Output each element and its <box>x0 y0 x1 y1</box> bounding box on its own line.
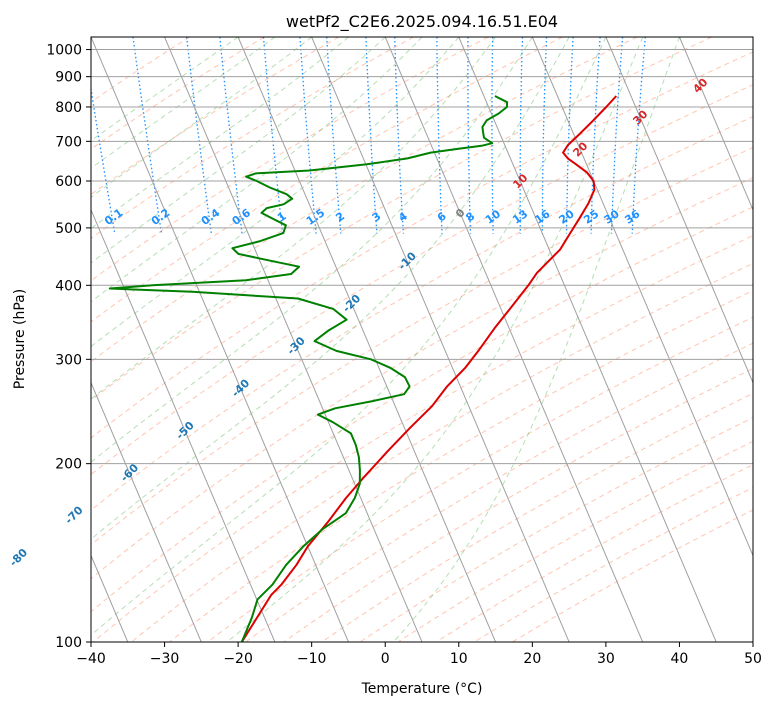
mixing-ratio-line <box>394 37 405 234</box>
y-tick-label: 300 <box>55 352 82 368</box>
moist-adiabat <box>91 37 386 264</box>
y-axis-label: Pressure (hPa) <box>12 289 28 389</box>
isotherm-line <box>605 37 753 384</box>
dry-adiabat <box>474 486 753 642</box>
dry-adiabat <box>91 146 753 546</box>
x-tick-label: −10 <box>297 651 327 667</box>
x-tick-label: −20 <box>223 651 253 667</box>
mixing-ratio-line <box>299 37 317 234</box>
x-tick-label: 10 <box>450 651 468 667</box>
x-axis-label: Temperature (°C) <box>361 681 483 697</box>
moist-adiabat <box>91 37 607 636</box>
y-tick-label: 700 <box>55 134 82 150</box>
moist-adiabat <box>91 37 460 348</box>
dry-adiabat <box>91 37 638 363</box>
x-tick-label: −30 <box>150 651 180 667</box>
y-tick-label: 100 <box>55 635 82 651</box>
dry-adiabat <box>91 37 414 239</box>
isotherm-line <box>91 381 202 642</box>
mixing-ratio-line <box>132 37 163 234</box>
mixing-ratio-line <box>541 37 548 234</box>
y-tick-label: 200 <box>55 457 82 473</box>
mixing-ratio-line <box>519 37 524 234</box>
isotherm-line <box>91 37 349 642</box>
mixing-ratio-line <box>262 37 284 234</box>
moist-adiabat <box>91 37 239 142</box>
isotherm-line <box>237 37 497 642</box>
moist-adiabat <box>91 37 533 463</box>
moist-adiabat <box>226 37 644 642</box>
isotherm-line <box>311 37 570 642</box>
moist-adiabat <box>91 37 496 400</box>
dry-adiabat <box>359 417 753 642</box>
dry-adiabat <box>91 37 340 196</box>
mixing-ratio-line <box>365 37 378 234</box>
x-tick-label: 30 <box>597 651 615 667</box>
mixing-ratio-line <box>590 37 601 234</box>
isotherm-line <box>91 208 276 642</box>
dry-adiabat <box>207 316 753 642</box>
mixing-ratio-line <box>491 37 494 234</box>
y-tick-label: 800 <box>55 100 82 116</box>
mixing-ratio-line <box>219 37 243 234</box>
dry-adiabat <box>321 392 753 642</box>
plot-frame <box>90 36 754 643</box>
mixing-ratio-line <box>185 37 212 234</box>
x-tick-label: 50 <box>744 651 762 667</box>
isotherm-line <box>458 37 717 642</box>
moist-adiabat <box>393 37 680 642</box>
dry-adiabat <box>91 37 713 401</box>
y-tick-label: 1000 <box>46 43 82 59</box>
x-tick-label: −40 <box>76 651 106 667</box>
x-tick-label: 40 <box>671 651 689 667</box>
moist-adiabat <box>91 37 349 230</box>
moist-adiabat <box>91 37 423 303</box>
x-tick-label: 20 <box>523 651 541 667</box>
dewpoint-profile <box>108 95 509 642</box>
moist-adiabat <box>91 37 312 198</box>
dry-adiabat <box>91 206 753 613</box>
mixing-ratio-line <box>631 37 646 234</box>
isotherm-line <box>678 37 753 212</box>
y-tick-label: 500 <box>55 221 82 237</box>
chart-title: wetPf2_C2E6.2025.094.16.51.E04 <box>286 12 558 32</box>
dry-adiabat <box>92 234 753 642</box>
mixing-ratio-line <box>467 37 472 234</box>
x-tick-label: 0 <box>381 651 390 667</box>
mixing-ratio-line <box>436 37 443 234</box>
moist-adiabat <box>91 37 570 540</box>
mixing-ratio-line <box>565 37 574 234</box>
isotherm-line <box>384 37 644 642</box>
mixing-ratio-line <box>326 37 342 234</box>
dry-adiabat <box>91 51 753 439</box>
y-tick-label: 600 <box>55 174 82 190</box>
dry-adiabat <box>131 262 753 642</box>
dry-adiabat <box>435 464 753 642</box>
isotherm-line <box>164 37 423 642</box>
y-tick-label: 400 <box>55 278 82 294</box>
y-tick-label: 900 <box>55 70 82 86</box>
